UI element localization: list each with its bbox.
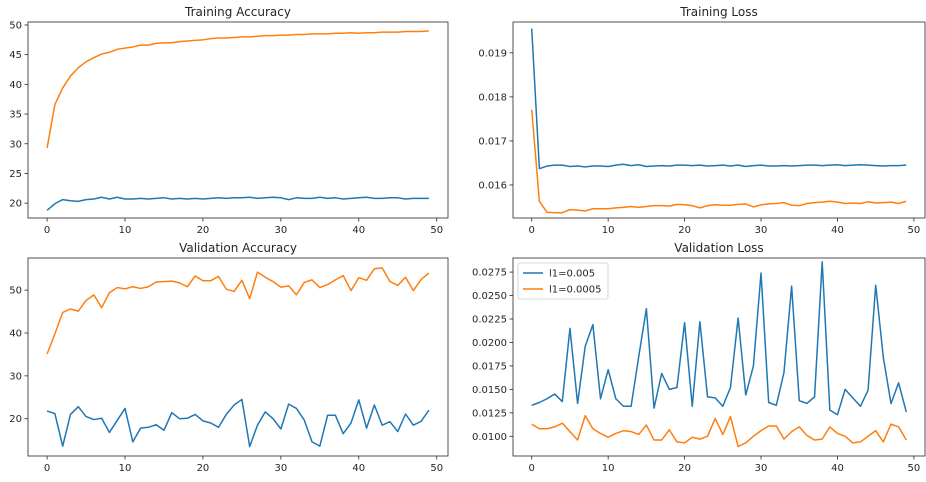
axes-frame — [512, 21, 926, 219]
x-tick-label: 30 — [755, 225, 768, 236]
y-tick-label: 35 — [9, 110, 22, 121]
chart-title: Validation Loss — [674, 241, 763, 255]
y-tick-label: 0.0175 — [472, 361, 507, 372]
y-tick-label: 20 — [9, 414, 22, 425]
x-tick-label: 50 — [908, 225, 921, 236]
y-tick-label: 25 — [9, 169, 22, 180]
x-tick-label: 20 — [678, 225, 691, 236]
axes-frame — [27, 21, 449, 219]
x-tick-label: 0 — [529, 225, 535, 236]
y-tick-label: 0.0150 — [472, 385, 507, 396]
series-line-2 — [46, 30, 429, 149]
y-tick-label: 20 — [9, 199, 22, 210]
y-tick-label: 0.0225 — [472, 314, 507, 325]
x-tick-label: 30 — [274, 225, 287, 236]
x-tick-label: 30 — [755, 463, 768, 474]
series-line-1 — [530, 28, 907, 170]
y-tick-label: 0.0200 — [472, 338, 507, 349]
axes-frame — [27, 257, 449, 457]
training-loss-panel: Training Loss 0 10 20 30 40 50 0.016 0.017 0.018 0… — [478, 5, 926, 236]
x-tick-label: 0 — [529, 463, 535, 474]
validation-loss-panel: Validation Loss 0 10 20 30 40 50 0.0100 0.0125 0.… — [472, 241, 926, 474]
axes-frame — [512, 257, 926, 457]
chart-title: Training Loss — [679, 5, 757, 19]
x-tick-label: 40 — [831, 463, 844, 474]
y-tick-label: 50 — [9, 20, 22, 31]
x-tick-label: 10 — [119, 225, 132, 236]
legend-label: l1=0.005 — [549, 269, 595, 280]
y-tick-label: 40 — [9, 80, 22, 91]
y-tick-label: 0.019 — [478, 48, 507, 59]
series-line-2 — [46, 267, 430, 355]
x-tick-label: 10 — [602, 463, 615, 474]
x-tick-label: 20 — [678, 463, 691, 474]
y-tick-label: 30 — [9, 371, 22, 382]
y-tick-label: 0.0100 — [472, 432, 507, 443]
x-tick-label: 0 — [44, 463, 50, 474]
y-tick-label: 45 — [9, 50, 22, 61]
legend — [517, 262, 609, 300]
x-tick-label: 30 — [274, 463, 287, 474]
y-tick-label: 30 — [9, 139, 22, 150]
y-tick-label: 0.018 — [478, 92, 507, 103]
legend-label: l1=0.0005 — [549, 285, 602, 296]
x-tick-label: 10 — [119, 463, 132, 474]
series-line-2 — [531, 414, 907, 448]
y-tick-label: 40 — [9, 329, 22, 340]
x-tick-label: 10 — [602, 225, 615, 236]
series-line-1 — [46, 398, 430, 448]
y-tick-label: 0.0125 — [472, 408, 507, 419]
chart-title: Training Accuracy — [184, 5, 291, 19]
training-accuracy-panel: Training Accuracy 0 10 20 30 40 50 20 25 30 35 40 45… — [9, 5, 449, 236]
x-tick-label: 20 — [197, 225, 210, 236]
chart-title: Validation Accuracy — [179, 241, 297, 255]
x-tick-label: 0 — [44, 225, 50, 236]
x-tick-label: 50 — [430, 463, 443, 474]
y-tick-label: 0.016 — [478, 180, 507, 191]
x-tick-label: 20 — [197, 463, 210, 474]
x-tick-label: 40 — [831, 225, 844, 236]
series-line-1 — [46, 196, 429, 211]
x-tick-label: 40 — [352, 463, 365, 474]
y-tick-label: 50 — [9, 286, 22, 297]
series-line-2 — [530, 109, 907, 214]
x-tick-label: 40 — [352, 225, 365, 236]
series-line-1 — [531, 261, 907, 416]
y-tick-label: 0.017 — [478, 136, 507, 147]
y-tick-label: 0.0250 — [472, 291, 507, 302]
x-tick-label: 50 — [430, 225, 443, 236]
y-tick-label: 0.0275 — [472, 268, 507, 279]
validation-accuracy-panel: Validation Accuracy 0 10 20 30 40 50 20 30 40 50 — [9, 241, 449, 474]
x-tick-label: 50 — [908, 463, 921, 474]
